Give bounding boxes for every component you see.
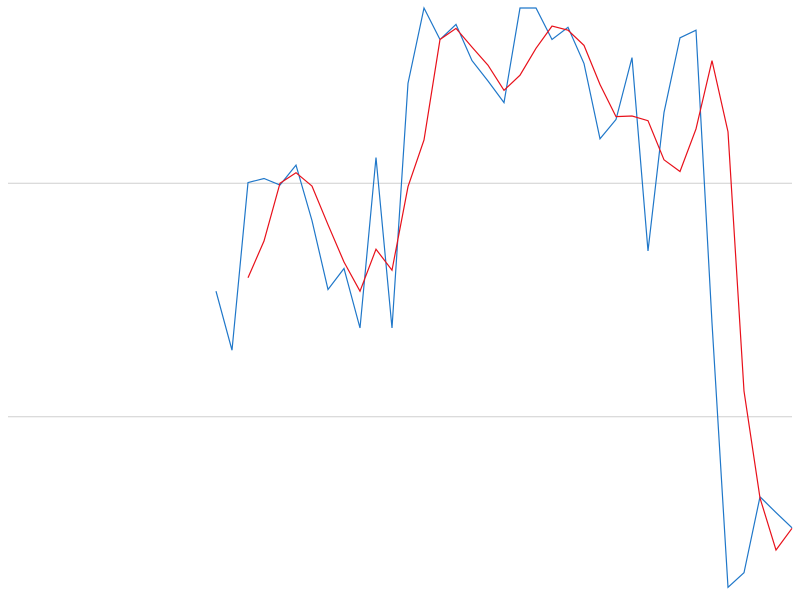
series-line-0 <box>215 6 793 589</box>
series-layer <box>215 6 793 589</box>
series-line-1 <box>247 25 793 552</box>
grid-layer <box>8 182 792 418</box>
